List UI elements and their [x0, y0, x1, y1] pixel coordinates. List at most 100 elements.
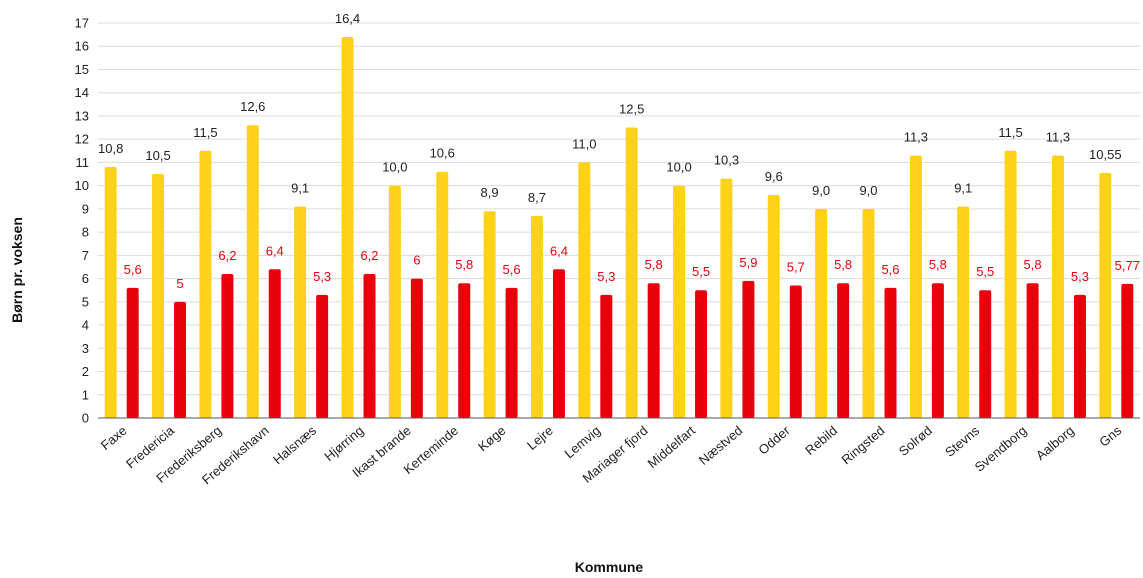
bar-series-2 [931, 283, 944, 418]
bar-series-2 [884, 287, 897, 418]
data-label-series-2: 5,8 [929, 257, 947, 272]
bar-series-2 [316, 294, 329, 418]
data-label-series-1: 10,3 [714, 153, 739, 168]
x-tick-label: Hjørring [321, 423, 366, 464]
bar-series-1 [720, 178, 733, 418]
x-tick-label: Middelfart [645, 423, 699, 471]
x-tick-label: Ringsted [838, 423, 887, 467]
y-tick-label: 1 [82, 387, 89, 402]
bar-series-1 [530, 215, 543, 418]
y-tick-label: 5 [82, 294, 89, 309]
bar-series-2 [789, 285, 802, 418]
x-tick-label: Halsnæs [270, 422, 319, 467]
data-label-series-2: 6,2 [360, 248, 378, 263]
data-label-series-2: 5,77 [1115, 258, 1140, 273]
y-tick-label: 11 [76, 155, 90, 170]
bar-series-2 [505, 287, 518, 418]
bar-series-1 [578, 162, 591, 418]
x-tick-label: Gns [1096, 422, 1124, 449]
data-label-series-2: 5,5 [976, 264, 994, 279]
data-label-series-1: 8,7 [528, 190, 546, 205]
y-tick-label: 17 [75, 16, 89, 31]
data-label-series-2: 5,3 [313, 269, 331, 284]
data-label-series-1: 16,4 [335, 11, 360, 26]
data-label-series-1: 10,0 [382, 160, 407, 175]
y-tick-label: 13 [75, 108, 89, 123]
bar-series-1 [909, 155, 922, 419]
x-axis-ticks: FaxeFredericiaFrederiksbergFrederikshavn… [98, 422, 1125, 487]
bar-series-1 [341, 36, 354, 419]
x-tick-label: Faxe [98, 423, 130, 453]
data-label-series-2: 5,8 [645, 257, 663, 272]
data-label-series-2: 5,6 [124, 262, 142, 277]
data-label-series-1: 11,0 [572, 136, 596, 151]
bars [104, 36, 1134, 419]
y-tick-label: 3 [82, 341, 89, 356]
bar-series-2 [410, 278, 423, 418]
bar-series-1 [673, 185, 686, 418]
bar-series-2 [363, 273, 376, 418]
data-label-series-2: 5,6 [881, 262, 899, 277]
bar-series-1 [294, 206, 307, 418]
bar-series-2 [1121, 283, 1134, 418]
bar-series-1 [1099, 172, 1112, 418]
data-label-series-1: 9,1 [291, 181, 309, 196]
x-tick-label: Lemvig [561, 423, 603, 461]
y-tick-label: 7 [82, 248, 89, 263]
x-tick-label: Solrød [896, 423, 935, 459]
data-label-series-2: 5,8 [1024, 257, 1042, 272]
data-label-series-2: 5,9 [739, 255, 757, 270]
y-tick-label: 9 [82, 201, 89, 216]
data-label-series-2: 6,4 [266, 243, 284, 258]
x-tick-label: Odder [755, 422, 793, 457]
data-label-series-2: 5,8 [455, 257, 473, 272]
bar-series-1 [815, 208, 828, 418]
y-tick-label: 6 [82, 271, 89, 286]
data-label-series-1: 11,3 [1046, 129, 1070, 144]
y-tick-label: 16 [75, 39, 89, 54]
data-label-series-1: 10,55 [1089, 147, 1122, 162]
data-label-series-1: 11,5 [193, 125, 217, 140]
bar-series-2 [647, 283, 660, 418]
data-label-series-1: 9,0 [812, 183, 830, 198]
bar-series-1 [1051, 155, 1064, 419]
y-tick-label: 15 [75, 62, 89, 77]
data-label-series-2: 5,8 [834, 257, 852, 272]
y-tick-label: 4 [82, 318, 89, 333]
bar-series-1 [862, 208, 875, 418]
bar-series-1 [246, 125, 259, 418]
bar-series-2 [1026, 283, 1039, 418]
bar-series-2 [1073, 294, 1086, 418]
data-label-series-2: 5,5 [692, 264, 710, 279]
x-tick-label: Aalborg [1033, 423, 1077, 463]
y-tick-label: 0 [82, 411, 89, 426]
bar-series-1 [388, 185, 401, 418]
y-tick-label: 10 [75, 178, 89, 193]
y-tick-label: 2 [82, 364, 89, 379]
data-label-series-2: 5,6 [503, 262, 521, 277]
data-label-series-1: 9,1 [954, 181, 972, 196]
bar-series-1 [152, 174, 165, 418]
data-label-series-1: 10,8 [98, 141, 123, 156]
bar-series-2 [221, 273, 234, 418]
bar-series-2 [837, 283, 850, 418]
bar-series-1 [767, 194, 780, 418]
data-label-series-2: 5 [176, 276, 183, 291]
data-label-series-1: 11,3 [904, 129, 928, 144]
bar-series-2 [600, 294, 613, 418]
y-tick-label: 12 [75, 132, 89, 147]
x-tick-label: Lejre [524, 423, 556, 453]
bar-series-1 [104, 167, 117, 418]
bar-series-1 [957, 206, 970, 418]
data-label-series-1: 9,0 [859, 183, 877, 198]
bar-series-1 [625, 127, 638, 418]
bar-series-1 [436, 171, 449, 418]
data-label-series-1: 10,0 [666, 160, 691, 175]
data-label-series-1: 12,5 [619, 102, 644, 117]
data-label-series-1: 10,5 [145, 148, 170, 163]
x-tick-label: Rebild [802, 423, 840, 458]
data-label-series-1: 9,6 [765, 169, 783, 184]
x-tick-label: Svendborg [972, 423, 1030, 475]
